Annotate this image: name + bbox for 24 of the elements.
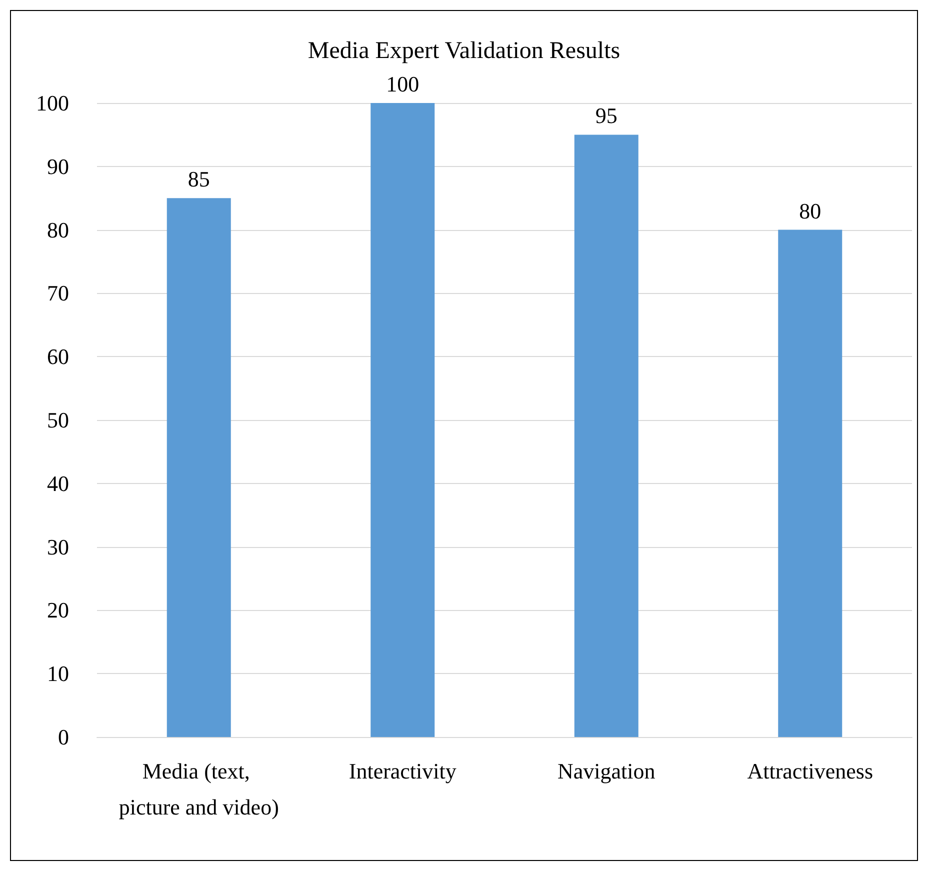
y-tick-label: 10 [47, 661, 69, 686]
x-tick-label: Media (text, picture and video) [118, 758, 279, 820]
y-tick-label: 70 [47, 280, 69, 306]
y-tick-label: 60 [47, 344, 69, 370]
bar [166, 198, 231, 737]
data-label: 85 [188, 166, 210, 192]
y-tick-label: 20 [47, 598, 69, 623]
data-label: 95 [595, 103, 618, 128]
y-tick-label: 50 [47, 408, 69, 432]
x-tick-label: Attractiveness [747, 758, 874, 784]
y-tick-label: 90 [47, 154, 69, 179]
data-label: 100 [386, 72, 420, 96]
chart-title: Media Expert Validation Results [308, 38, 620, 64]
y-tick-label: 0 [58, 724, 69, 750]
bar [778, 230, 842, 737]
x-tick-label: Interactivity [348, 758, 456, 784]
x-tick-label: Navigation [557, 758, 656, 784]
bar [574, 134, 638, 737]
data-label: 80 [799, 198, 822, 224]
bar [370, 103, 435, 737]
y-tick-label: 100 [36, 90, 69, 116]
y-tick-label: 40 [47, 470, 69, 496]
y-tick-label: 30 [47, 534, 69, 560]
y-tick-label: 80 [47, 217, 69, 242]
